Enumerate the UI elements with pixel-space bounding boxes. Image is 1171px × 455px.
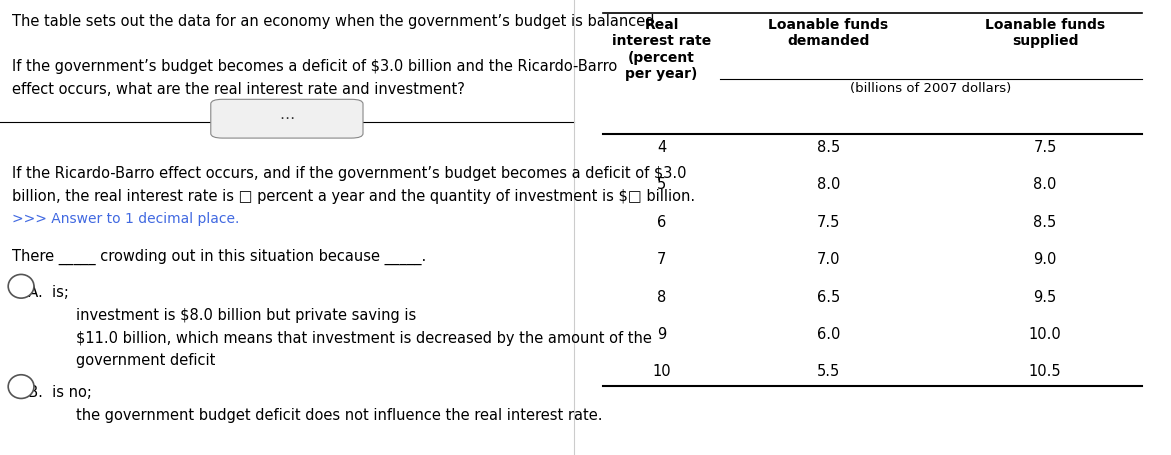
Text: effect occurs, what are the real interest rate and investment?: effect occurs, what are the real interes… xyxy=(12,82,465,97)
Text: Real
interest rate
(percent
per year): Real interest rate (percent per year) xyxy=(612,18,711,81)
FancyBboxPatch shape xyxy=(211,100,363,139)
Text: 8.5: 8.5 xyxy=(817,140,840,155)
Text: investment is $8.0 billion but private saving is: investment is $8.0 billion but private s… xyxy=(76,307,417,322)
Text: government deficit: government deficit xyxy=(76,353,215,368)
Text: The table sets out the data for an economy when the government’s budget is balan: The table sets out the data for an econo… xyxy=(12,14,659,29)
Text: billion, the real interest rate is □ percent a year and the quantity of investme: billion, the real interest rate is □ per… xyxy=(12,189,694,204)
Text: 10.0: 10.0 xyxy=(1029,326,1061,341)
Text: Loanable funds
demanded: Loanable funds demanded xyxy=(768,18,889,48)
Text: 8: 8 xyxy=(657,289,666,304)
Text: 10: 10 xyxy=(652,364,671,379)
Text: 4: 4 xyxy=(657,140,666,155)
Text: 9.5: 9.5 xyxy=(1034,289,1056,304)
Text: 7.5: 7.5 xyxy=(1034,140,1056,155)
Text: >>> Answer to 1 decimal place.: >>> Answer to 1 decimal place. xyxy=(12,212,239,226)
Ellipse shape xyxy=(8,275,34,298)
Text: the government budget deficit does not influence the real interest rate.: the government budget deficit does not i… xyxy=(76,407,603,422)
Text: O A.  is;: O A. is; xyxy=(12,284,69,299)
Text: 5.5: 5.5 xyxy=(817,364,840,379)
Text: 9.0: 9.0 xyxy=(1034,252,1056,267)
Text: 7.0: 7.0 xyxy=(816,252,841,267)
Text: 5: 5 xyxy=(657,177,666,192)
Text: 7.5: 7.5 xyxy=(817,214,840,229)
Text: 8.0: 8.0 xyxy=(1034,177,1056,192)
Text: Loanable funds
supplied: Loanable funds supplied xyxy=(985,18,1105,48)
Text: If the Ricardo-Barro effect occurs, and if the government’s budget becomes a def: If the Ricardo-Barro effect occurs, and … xyxy=(12,166,686,181)
Text: (billions of 2007 dollars): (billions of 2007 dollars) xyxy=(850,82,1012,95)
Text: 10.5: 10.5 xyxy=(1029,364,1061,379)
Text: 7: 7 xyxy=(657,252,666,267)
Text: 8.0: 8.0 xyxy=(817,177,840,192)
Text: O B.  is no;: O B. is no; xyxy=(12,384,91,399)
Text: 6.5: 6.5 xyxy=(817,289,840,304)
Text: 9: 9 xyxy=(657,326,666,341)
Text: If the government’s budget becomes a deficit of $3.0 billion and the Ricardo-Bar: If the government’s budget becomes a def… xyxy=(12,59,617,74)
Text: There _____ crowding out in this situation because _____.: There _____ crowding out in this situati… xyxy=(12,248,426,264)
Text: ⋯: ⋯ xyxy=(279,111,295,126)
Text: $11.0 billion, which means that investment is decreased by the amount of the: $11.0 billion, which means that investme… xyxy=(76,330,652,345)
Text: 6: 6 xyxy=(657,214,666,229)
Text: 8.5: 8.5 xyxy=(1034,214,1056,229)
Ellipse shape xyxy=(8,375,34,399)
Text: 6.0: 6.0 xyxy=(817,326,840,341)
